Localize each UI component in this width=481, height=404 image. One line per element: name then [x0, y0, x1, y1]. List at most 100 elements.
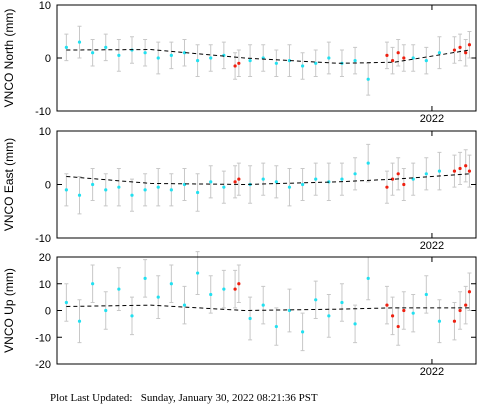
- data-point: [396, 324, 400, 329]
- data-point: [452, 169, 457, 173]
- data-point: [169, 188, 173, 192]
- data-point: [467, 290, 472, 294]
- data-point: [437, 169, 442, 173]
- data-point: [91, 51, 95, 55]
- data-point: [424, 59, 428, 63]
- data-point: [237, 61, 241, 65]
- data-point: [156, 56, 160, 60]
- y-tick-label: 20: [39, 252, 51, 264]
- data-point: [248, 316, 252, 321]
- data-point: [233, 180, 237, 184]
- data-point: [424, 172, 428, 176]
- data-point: [237, 282, 241, 286]
- y-axis-label: VNCO North (mm): [2, 9, 16, 108]
- x-tick-label: 2022: [420, 366, 444, 378]
- data-point: [117, 53, 121, 57]
- y-tick-label: -10: [35, 233, 51, 245]
- data-point: [411, 56, 415, 60]
- data-point: [402, 308, 406, 313]
- y-tick-label: -10: [35, 106, 51, 118]
- data-point: [222, 287, 226, 291]
- data-point: [464, 164, 468, 168]
- data-point: [274, 61, 278, 65]
- data-point: [209, 180, 213, 184]
- x-tick-label: 2022: [420, 113, 444, 125]
- trend-line: [66, 304, 470, 312]
- data-point: [91, 282, 95, 286]
- data-point: [458, 45, 462, 50]
- data-point: [233, 287, 237, 291]
- data-point: [314, 298, 318, 302]
- data-point: [77, 193, 82, 197]
- data-point: [467, 169, 472, 173]
- data-point: [248, 59, 252, 63]
- data-point: [156, 185, 160, 189]
- data-point: [366, 77, 370, 81]
- data-point: [402, 182, 406, 187]
- data-point: [464, 51, 468, 55]
- data-point: [143, 188, 147, 192]
- data-point: [458, 166, 462, 171]
- y-tick-label: 0: [45, 180, 51, 192]
- trend-line: [66, 173, 470, 186]
- data-point: [390, 59, 395, 63]
- data-point: [64, 188, 68, 192]
- y-tick-label: -10: [35, 332, 51, 344]
- data-point: [424, 292, 428, 297]
- data-point: [169, 53, 173, 57]
- data-point: [437, 51, 442, 55]
- data-point: [64, 300, 68, 305]
- y-tick-label: 10: [39, 126, 51, 138]
- data-point: [366, 276, 370, 280]
- data-point: [104, 45, 108, 50]
- plot-frame: [56, 256, 477, 365]
- data-point: [169, 282, 173, 286]
- data-point: [143, 51, 147, 55]
- data-point: [340, 300, 344, 305]
- data-point: [353, 172, 357, 176]
- data-point: [327, 314, 331, 318]
- data-point: [390, 314, 395, 318]
- x-tick-label: 2022: [420, 240, 444, 252]
- data-point: [182, 51, 187, 55]
- data-point: [77, 319, 82, 323]
- data-point: [209, 292, 213, 297]
- y-tick-label: 10: [39, 0, 51, 12]
- data-point: [143, 276, 147, 280]
- data-point: [452, 48, 457, 52]
- y-axis-label: VNCO Up (mm): [2, 268, 16, 353]
- data-point: [396, 172, 400, 176]
- data-point: [300, 330, 305, 334]
- data-point: [77, 40, 82, 44]
- data-point: [353, 59, 357, 63]
- data-point: [222, 185, 226, 189]
- y-axis-label: VNCO East (mm): [2, 138, 16, 231]
- data-point: [385, 303, 389, 307]
- data-point: [402, 56, 406, 60]
- data-point: [464, 303, 468, 307]
- data-point: [300, 64, 305, 68]
- data-point: [314, 61, 318, 65]
- data-point: [233, 64, 237, 68]
- data-point: [196, 59, 200, 63]
- data-point: [385, 53, 389, 57]
- data-point: [261, 177, 265, 181]
- data-point: [209, 56, 213, 60]
- data-point: [411, 311, 415, 315]
- trend-line: [66, 49, 470, 64]
- data-point: [396, 51, 400, 55]
- data-point: [287, 185, 292, 189]
- data-point: [437, 319, 442, 323]
- data-point: [130, 314, 134, 318]
- data-point: [156, 295, 160, 299]
- data-point: [385, 185, 389, 189]
- data-point: [64, 45, 68, 50]
- data-point: [196, 190, 200, 195]
- y-tick-label: -20: [35, 359, 51, 371]
- footer: Plot Last Updated: Sunday, January 30, 2…: [50, 392, 318, 404]
- data-point: [366, 161, 370, 165]
- data-point: [353, 322, 357, 326]
- data-point: [390, 177, 395, 181]
- plot-frame: [56, 4, 477, 112]
